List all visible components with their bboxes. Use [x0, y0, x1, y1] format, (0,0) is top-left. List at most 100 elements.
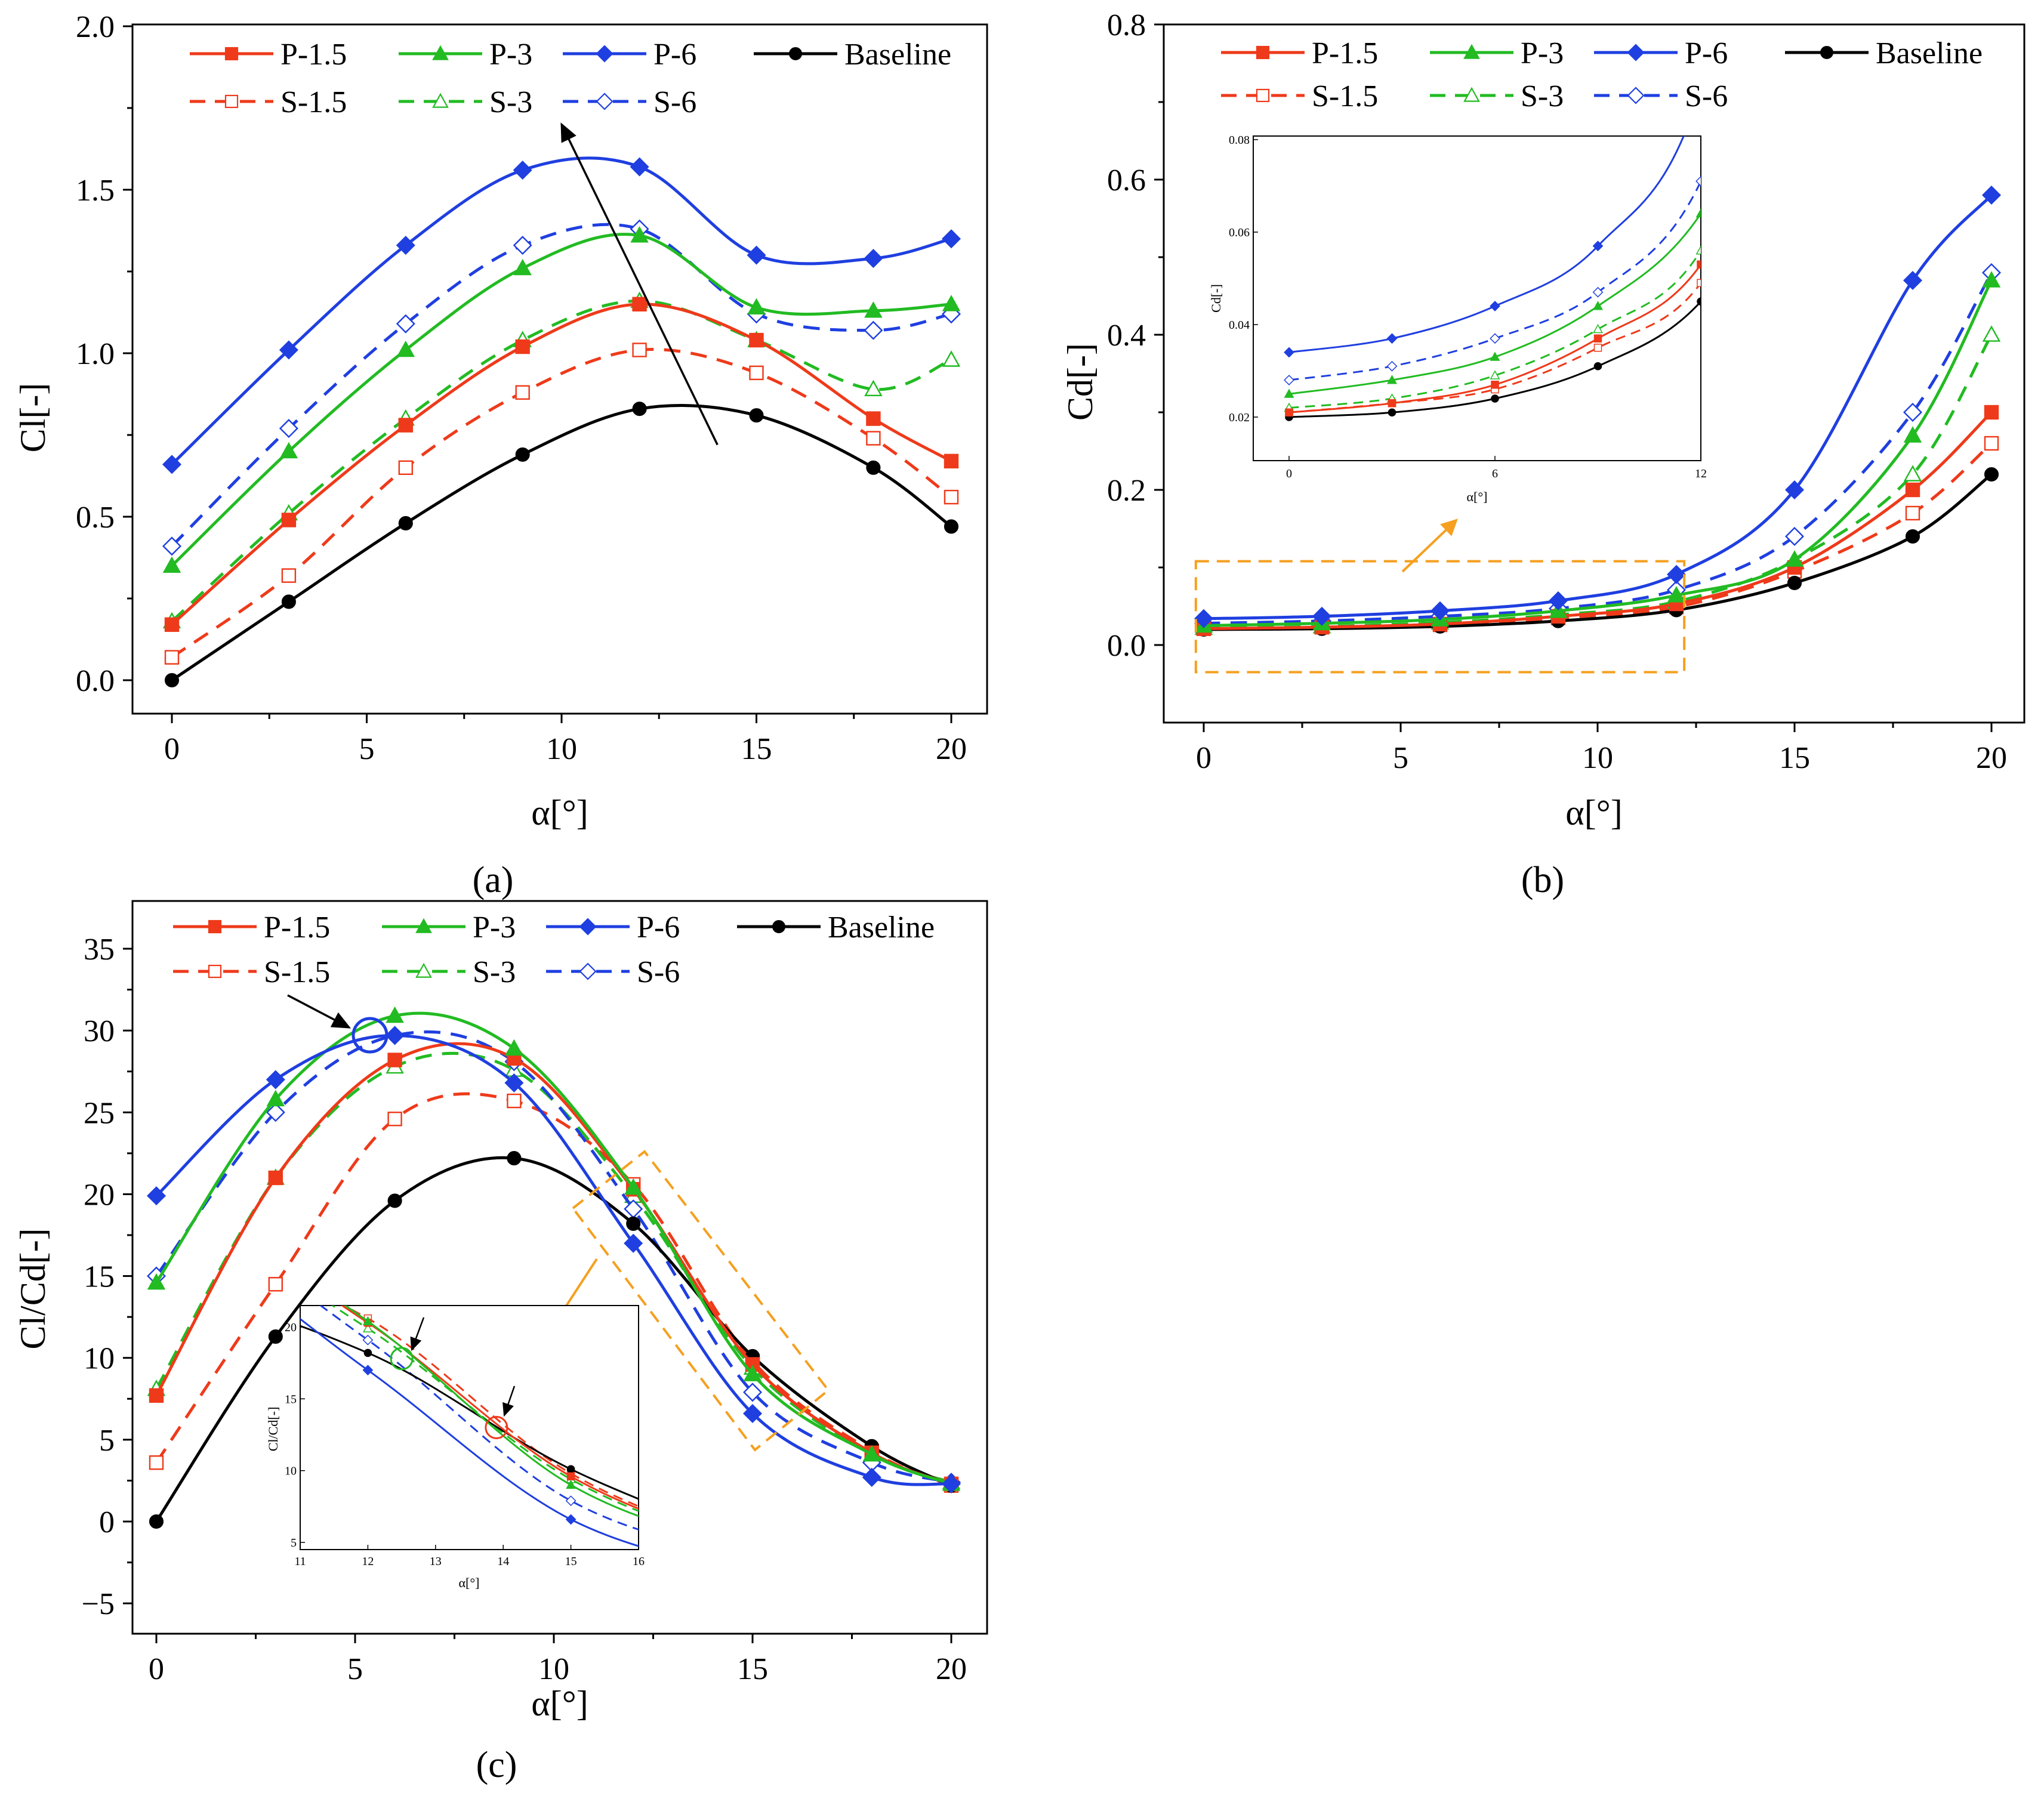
legend-marker: [1627, 87, 1645, 104]
data-point-p-1.5: [1491, 381, 1499, 389]
legend-label-p-3: P-3: [473, 911, 516, 945]
inset-x-tick-label: 12: [362, 1555, 374, 1568]
series-line-baseline: [171, 403, 952, 682]
data-point-s-1.5: [1593, 344, 1602, 352]
legend-marker: [1463, 44, 1480, 59]
data-point-s-6: [513, 236, 532, 255]
series-p-1.5: [164, 297, 959, 632]
data-point-s-6: [396, 314, 415, 334]
data-point-s-6: [160, 1206, 169, 1215]
legend-marker: [415, 962, 432, 978]
y-tick-label: 0.5: [76, 501, 115, 535]
data-point-p-6: [864, 249, 883, 269]
data-point-p-3: [905, 1577, 913, 1585]
legend-label-s-3: S-3: [489, 85, 532, 119]
x-tick-label: 0: [149, 1652, 164, 1686]
legend-label-s-1.5: S-1.5: [264, 955, 330, 989]
data-point-s-6: [1386, 360, 1398, 372]
zoom-region-box: [571, 1150, 830, 1452]
series-s-6: [162, 219, 961, 556]
data-point-p-6: [279, 340, 298, 360]
data-point-s-3: [1593, 324, 1603, 334]
crossing-circle-red: [485, 1416, 508, 1439]
legend-label-s-3: S-3: [1521, 79, 1564, 113]
y-tick-label: 0: [99, 1505, 115, 1539]
data-point-p-1.5: [1801, 44, 1808, 51]
x-tick-label: 5: [359, 732, 375, 766]
legend-marker: [1820, 46, 1833, 59]
data-point-s-1.5: [1905, 505, 1920, 521]
series-p-3: [1284, 0, 1808, 398]
legend-label-baseline: Baseline: [844, 38, 951, 72]
inset-ylabel: Cd[-]: [1208, 284, 1223, 313]
legend-label-p-1.5: P-1.5: [280, 38, 347, 72]
data-point-s-1.5: [866, 431, 881, 446]
data-point-p-1.5: [566, 1472, 575, 1481]
inset-ylabel: Cl/Cd[-]: [266, 1407, 280, 1452]
data-point-p-3: [1785, 550, 1804, 567]
series-line-s-6: [171, 223, 952, 548]
series-p-6: [1194, 185, 2002, 628]
data-point-s-3: [1490, 370, 1500, 379]
y-tick-label: 2.0: [76, 10, 115, 44]
data-point-s-3: [942, 350, 961, 367]
chart-marks: 0 5 10 15 20 0.0 0.5 1.0 1.5 2.0 P-1.5 P-3 P-6 Baseli…: [76, 0, 2007, 1686]
y-tick-label: 30: [84, 1014, 115, 1048]
data-point-p-6: [862, 1467, 881, 1487]
legend-marker: [1256, 45, 1270, 60]
series-p-6: [300, 1317, 639, 1547]
series-line-p-6: [171, 156, 952, 466]
data-point-p-3: [942, 295, 961, 311]
data-point-baseline: [1388, 408, 1396, 417]
crossing-arrow: [410, 1317, 425, 1351]
legend-label-baseline: Baseline: [828, 911, 935, 945]
legend-label-p-6: P-6: [1685, 36, 1728, 70]
legend-marker: [432, 92, 449, 108]
panel-b-caption: (b): [1521, 860, 1564, 900]
data-point-baseline: [387, 1193, 402, 1208]
legend-label-p-1.5: P-1.5: [264, 911, 330, 945]
data-point-baseline: [632, 402, 647, 416]
panel-b-plot: 0 5 10 15 20 0.0 0.2 0.4 0.6 0.8 P-1.5 P-3 P-6 Baseli…: [1107, 0, 2007, 775]
x-tick-label: 15: [741, 732, 772, 766]
y-tick-label: 1.0: [76, 337, 115, 371]
panel-c-frame: [131, 900, 988, 1635]
legend-label-s-1.5: S-1.5: [1312, 79, 1378, 113]
data-point-baseline: [363, 1348, 372, 1357]
data-point-p-3: [1799, 0, 1808, 4]
legend-marker: [208, 919, 222, 934]
data-point-s-1.5: [770, 1549, 778, 1556]
peak-highlight-circle: [352, 1017, 389, 1054]
series-p-1.5: [1285, 44, 1808, 416]
x-tick-label: 20: [936, 732, 967, 766]
series-line-baseline: [1203, 473, 1993, 631]
series-line-s-1.5: [155, 1092, 952, 1487]
legend-marker: [596, 45, 613, 63]
legend-label-s-3: S-3: [473, 955, 516, 989]
x-tick-label: 10: [1582, 741, 1613, 775]
data-point-p-3: [1667, 586, 1686, 603]
data-point-s-3: [864, 379, 883, 397]
data-point-s-1.5: [944, 489, 959, 505]
data-point-p-6: [1903, 270, 1923, 291]
data-point-s-6: [1784, 526, 1805, 547]
x-tick-label: 5: [347, 1652, 363, 1686]
x-tick-label: 20: [936, 1652, 967, 1686]
data-point-p-6: [266, 1070, 285, 1090]
inset-c: 11 12 13 14 15 16 5 10 15 20 α[°] Cl/Cd[-]: [160, 1206, 913, 1590]
data-point-p-3: [1903, 426, 1922, 443]
series-line-p-1.5: [340, 1306, 639, 1510]
data-point-p-3: [862, 1445, 881, 1462]
data-point-baseline: [1593, 362, 1602, 371]
data-point-p-6: [362, 1365, 374, 1376]
data-point-p-3: [566, 1479, 576, 1489]
series-line-baseline: [300, 1325, 639, 1500]
inset-x-tick-label: 12: [1695, 467, 1707, 480]
y-tick-label: −5: [82, 1587, 115, 1621]
data-point-p-1.5: [944, 453, 959, 469]
panel-a-ylabel: Cl[-]: [13, 383, 53, 453]
data-point-baseline: [770, 1544, 778, 1552]
legend-marker: [432, 45, 449, 60]
legend-marker: [1627, 44, 1645, 61]
data-point-s-3: [161, 1214, 169, 1221]
